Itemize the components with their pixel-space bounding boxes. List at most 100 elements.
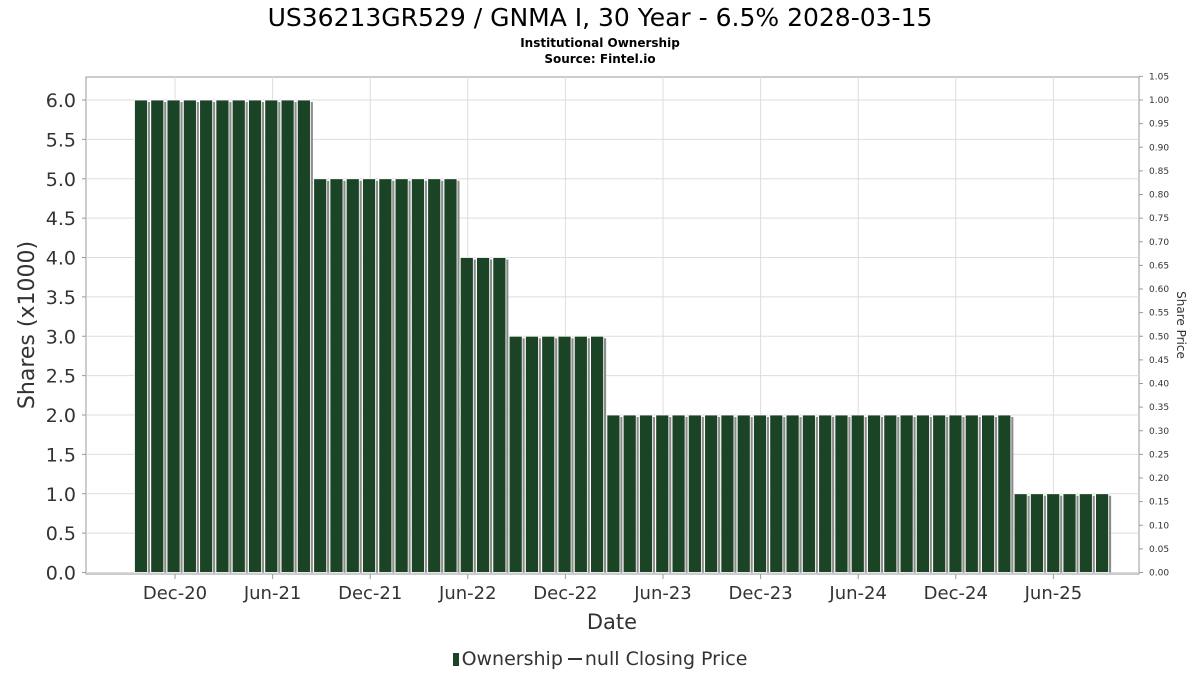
chart-legend: Ownership null Closing Price bbox=[0, 648, 1200, 670]
ownership-bar bbox=[248, 99, 262, 573]
y-tick-label: 5.5 bbox=[46, 129, 76, 151]
ownership-bar bbox=[1013, 493, 1028, 573]
ownership-bar bbox=[525, 335, 539, 573]
y-tick-label: 4.5 bbox=[46, 208, 76, 230]
ownership-bar bbox=[476, 257, 490, 573]
ownership-bar bbox=[459, 257, 474, 573]
ownership-bar bbox=[280, 99, 295, 573]
ownership-bar bbox=[964, 414, 979, 573]
y2-tick-label: 0.55 bbox=[1149, 309, 1169, 319]
ownership-bar bbox=[508, 335, 523, 573]
ownership-bar bbox=[753, 414, 767, 573]
ownership-bar bbox=[687, 414, 702, 573]
y-tick-label: 3.0 bbox=[46, 326, 76, 348]
x-tick-label: Dec-21 bbox=[338, 583, 402, 604]
ownership-bar bbox=[1062, 493, 1077, 573]
ownership-bar bbox=[313, 178, 328, 573]
ownership-bar bbox=[264, 99, 279, 573]
ownership-bar bbox=[296, 99, 311, 573]
y2-axis: 0.00 0.05 0.10 0.15 0.20 0.25 0.30 0.35 0.40 0.45… bbox=[1139, 72, 1169, 579]
y-tick-label: 2.0 bbox=[46, 405, 76, 427]
y-axis: 0.0 0.5 1.0 1.5 2.0 2.5 3.0 3.5 4.0 4.5 5.0 5.5 6.0 bbox=[46, 90, 86, 585]
ownership-bar bbox=[785, 414, 800, 573]
x-axis-title: Date bbox=[587, 610, 637, 634]
ownership-bar bbox=[362, 178, 376, 573]
ownership-bar bbox=[720, 414, 735, 573]
y2-tick-label: 0.60 bbox=[1149, 285, 1169, 295]
ownership-bar bbox=[427, 178, 442, 573]
x-tick-label: Dec-24 bbox=[924, 583, 988, 604]
ownership-bar bbox=[150, 99, 165, 573]
ownership-bar bbox=[948, 414, 963, 573]
y2-tick-label: 0.70 bbox=[1149, 238, 1169, 248]
y2-tick-label: 0.35 bbox=[1149, 403, 1169, 413]
y2-tick-label: 0.45 bbox=[1149, 356, 1169, 366]
ownership-bar bbox=[541, 335, 556, 573]
y-axis-title: Shares (x1000) bbox=[15, 241, 40, 409]
x-tick-label: Jun-24 bbox=[828, 583, 887, 604]
legend-ownership-label: Ownership bbox=[461, 648, 563, 670]
y2-tick-label: 0.75 bbox=[1149, 214, 1169, 224]
ownership-bar bbox=[329, 178, 344, 573]
legend-price-label: null Closing Price bbox=[584, 648, 748, 670]
ownership-bar bbox=[378, 178, 393, 573]
ownership-bar bbox=[231, 99, 246, 573]
y-tick-label: 6.0 bbox=[46, 90, 76, 112]
ownership-bar bbox=[134, 99, 148, 573]
ownership-bar bbox=[769, 414, 784, 573]
ownership-bar bbox=[850, 414, 865, 573]
x-tick-label: Jun-23 bbox=[633, 583, 692, 604]
chart-subtitle: Institutional Ownership bbox=[520, 36, 680, 50]
ownership-bar bbox=[736, 414, 751, 573]
ownership-bar bbox=[606, 414, 621, 573]
y-tick-label: 0.5 bbox=[46, 523, 76, 545]
ownership-bar bbox=[1078, 493, 1093, 573]
ownership-bar bbox=[411, 178, 425, 573]
ownership-bar bbox=[1030, 493, 1044, 573]
ownership-bar bbox=[981, 414, 995, 573]
y2-tick-label: 1.00 bbox=[1149, 96, 1169, 106]
y-tick-label: 0.0 bbox=[46, 563, 76, 585]
y-tick-label: 4.0 bbox=[46, 248, 76, 270]
price-legend-swatch bbox=[567, 658, 582, 660]
ownership-bar bbox=[867, 414, 881, 573]
x-tick-label: Dec-22 bbox=[533, 583, 597, 604]
y2-tick-label: 0.05 bbox=[1149, 545, 1169, 555]
ownership-bar bbox=[1046, 493, 1061, 573]
x-tick-label: Dec-20 bbox=[143, 583, 207, 604]
ownership-bar bbox=[899, 414, 914, 573]
ownership-bar bbox=[345, 178, 360, 573]
ownership-bar bbox=[182, 99, 197, 573]
x-tick-label: Jun-25 bbox=[1024, 583, 1083, 604]
ownership-bar bbox=[916, 414, 930, 573]
ownership-bar bbox=[557, 335, 572, 573]
ownership-bar bbox=[166, 99, 181, 573]
y2-tick-label: 0.25 bbox=[1149, 450, 1169, 460]
y2-tick-label: 1.05 bbox=[1149, 72, 1169, 82]
ownership-bar bbox=[818, 414, 833, 573]
ownership-bar bbox=[1095, 493, 1110, 573]
ownership-bar bbox=[622, 414, 637, 573]
ownership-bar bbox=[590, 335, 605, 573]
y2-tick-label: 0.15 bbox=[1149, 498, 1169, 508]
y2-tick-label: 0.50 bbox=[1149, 332, 1169, 342]
x-tick-label: Dec-23 bbox=[728, 583, 792, 604]
ownership-bar bbox=[639, 414, 653, 573]
bar-series bbox=[134, 99, 1112, 573]
ownership-bar bbox=[215, 99, 230, 573]
ownership-bar bbox=[997, 414, 1012, 573]
ownership-bar bbox=[573, 335, 588, 573]
y2-tick-label: 0.20 bbox=[1149, 474, 1169, 484]
x-axis: Dec-20 Jun-21 Dec-21 Jun-22 Dec-22 Jun-23 Dec-… bbox=[143, 574, 1082, 604]
x-tick-label: Jun-22 bbox=[438, 583, 497, 604]
ownership-bar bbox=[671, 414, 686, 573]
ownership-bar bbox=[801, 414, 816, 573]
ownership-bar bbox=[492, 257, 507, 573]
ownership-bar bbox=[704, 414, 719, 573]
y2-tick-label: 0.95 bbox=[1149, 120, 1169, 130]
ownership-bar bbox=[199, 99, 214, 573]
chart-title: US36213GR529 / GNMA I, 30 Year - 6.5% 20… bbox=[267, 3, 933, 32]
y-tick-label: 1.0 bbox=[46, 484, 76, 506]
y2-tick-label: 0.00 bbox=[1149, 569, 1169, 579]
